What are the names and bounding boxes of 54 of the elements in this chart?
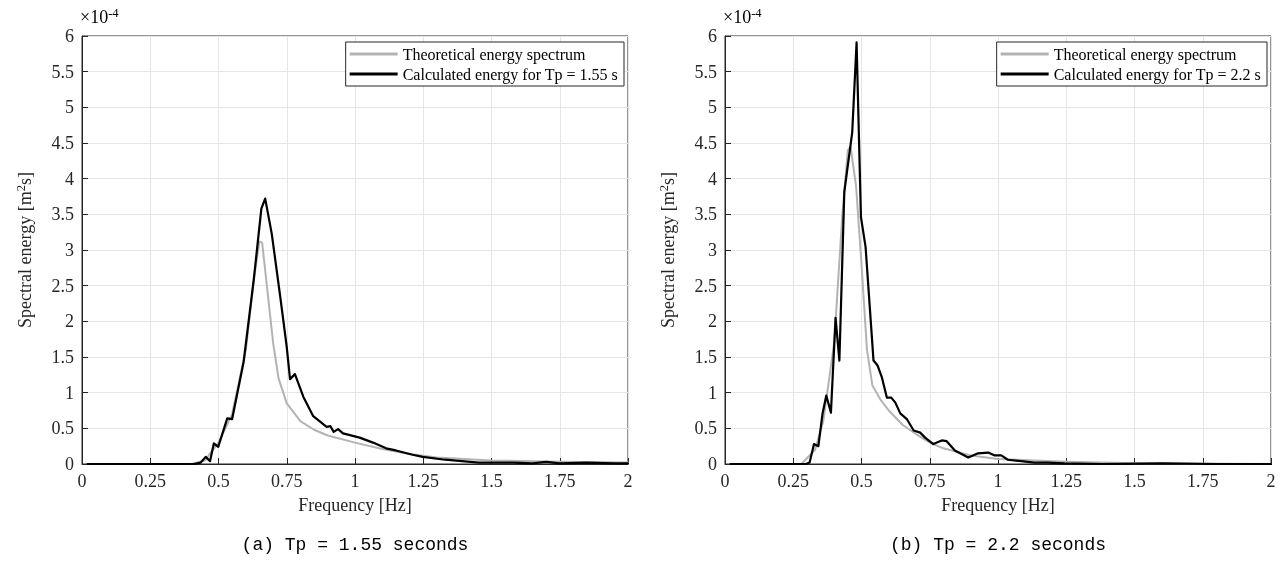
y-tick-label: 2	[65, 311, 74, 332]
x-tick-label: 1	[350, 471, 360, 491]
x-axis-title: Frequency [Hz]	[298, 495, 412, 515]
x-tick-label: 1.25	[407, 471, 439, 491]
x-tick-label: 1.75	[1187, 471, 1219, 491]
x-tick-label: 0.75	[914, 471, 946, 491]
y-tick-label: 4	[708, 168, 717, 189]
x-tick-label: 0.25	[134, 471, 166, 491]
y-tick-label: 3	[708, 240, 717, 260]
y-tick-label: 1	[65, 382, 74, 403]
legend-label: Theoretical energy spectrum	[402, 45, 586, 64]
line-series	[729, 41, 1273, 466]
y-tick-label: 6	[65, 26, 74, 46]
y-tick-label: 0.5	[694, 418, 717, 439]
y-tick-label: 5	[65, 97, 74, 118]
y-tick-label: 1.5	[694, 347, 717, 367]
y-tick-label: 0	[65, 454, 74, 474]
x-tick-label: 1.5	[1123, 471, 1146, 491]
x-tick-label: 0.25	[777, 471, 809, 491]
x-tick-label: 2	[1266, 471, 1276, 491]
y-tick-label: 1.5	[51, 347, 74, 367]
y-tick-label: 4.5	[694, 133, 717, 153]
y-tick-label: 0	[708, 454, 717, 474]
legend-label: Calculated energy for Tp = 1.55 s	[402, 65, 618, 84]
x-tick-label: 1.5	[480, 471, 503, 491]
y-tick-label: 2.5	[51, 275, 74, 296]
x-tick-label: 2	[623, 471, 633, 491]
y-tick-label: 3	[65, 240, 74, 260]
y-tick-label: 4.5	[51, 133, 74, 153]
y-tick-label: 3.5	[694, 204, 717, 225]
y-tick-label: 0.5	[51, 418, 74, 439]
y-tick-label: 6	[708, 26, 717, 46]
x-tick-label: 0.5	[850, 471, 873, 491]
y-axis-title: Spectral energy [m2s]	[14, 172, 36, 328]
text: (b) Tp = 2.2 seconds	[889, 535, 1107, 555]
y-tick-label: 4	[65, 168, 74, 189]
y-tick-label: 5.5	[51, 61, 74, 82]
x-tick-label: 1	[993, 471, 1003, 491]
x-tick-label: 1.25	[1050, 471, 1082, 491]
x-tick-label: 0.75	[271, 471, 303, 491]
y-tick-label: 5.5	[694, 61, 717, 82]
x-tick-label: 1.75	[544, 471, 576, 491]
y-tick-label: 2	[708, 311, 717, 332]
y-tick-label: 2.5	[694, 275, 717, 296]
legend-label: Theoretical energy spectrum	[1053, 45, 1237, 64]
x-axis-title: Frequency [Hz]	[941, 495, 1055, 515]
line-series	[86, 197, 630, 466]
y-tick-label: 1	[708, 382, 717, 403]
legend-label: Calculated energy for Tp = 2.2 s	[1053, 65, 1261, 84]
x-tick-label: 0.5	[207, 471, 230, 491]
text: (a) Tp = 1.55 seconds	[241, 535, 469, 555]
y-tick-label: 5	[708, 97, 717, 118]
y-tick-label: 3.5	[51, 204, 74, 225]
y-axis-title: Spectral energy [m2s]	[657, 172, 679, 328]
